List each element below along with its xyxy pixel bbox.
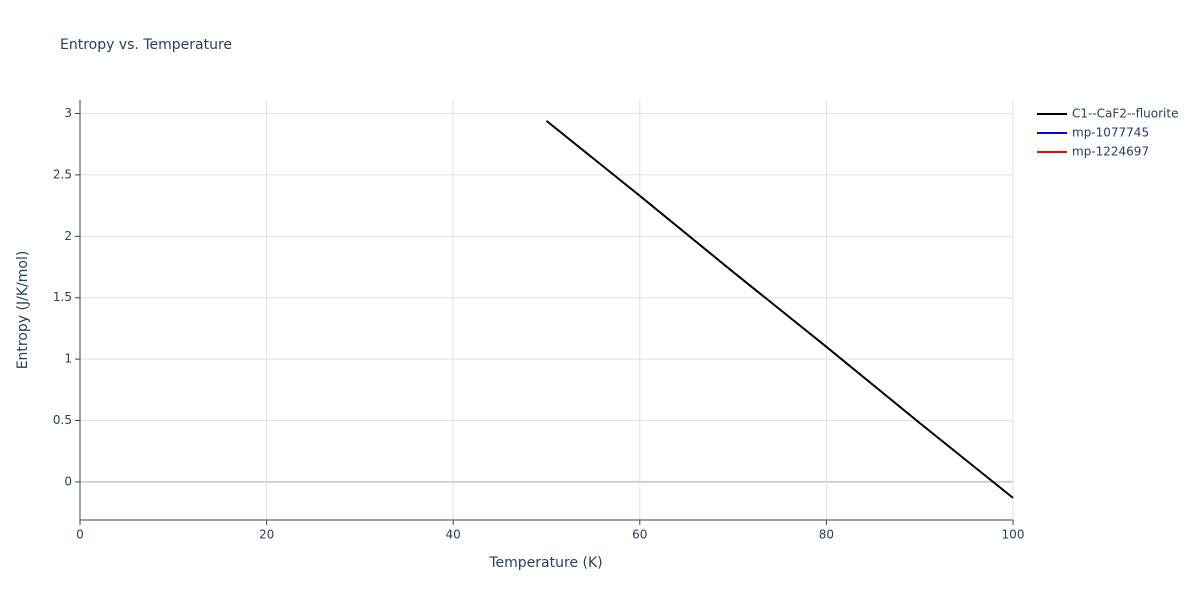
series-line — [545, 120, 1014, 499]
x-tick-label: 80 — [819, 528, 834, 542]
y-tick-label: 0.5 — [53, 413, 72, 427]
chart-title: Entropy vs. Temperature — [60, 37, 232, 53]
x-axis-label: Temperature (K) — [488, 555, 602, 571]
y-tick-label: 1 — [64, 352, 72, 366]
x-tick-label: 60 — [632, 528, 647, 542]
legend-label: C1--CaF2--fluorite — [1072, 107, 1178, 121]
x-tick-label: 40 — [446, 528, 461, 542]
y-tick-label: 2.5 — [53, 167, 72, 181]
y-tick-label: 3 — [64, 106, 72, 120]
legend-label: mp-1077745 — [1072, 126, 1149, 140]
x-tick-label: 0 — [76, 528, 84, 542]
x-tick-label: 100 — [1002, 528, 1025, 542]
y-axis-label: Entropy (J/K/mol) — [15, 251, 31, 370]
y-tick-label: 2 — [64, 229, 72, 243]
y-tick-label: 1.5 — [53, 290, 72, 304]
y-tick-label: 0 — [64, 474, 72, 488]
legend-label: mp-1224697 — [1072, 145, 1149, 159]
x-tick-label: 20 — [259, 528, 274, 542]
